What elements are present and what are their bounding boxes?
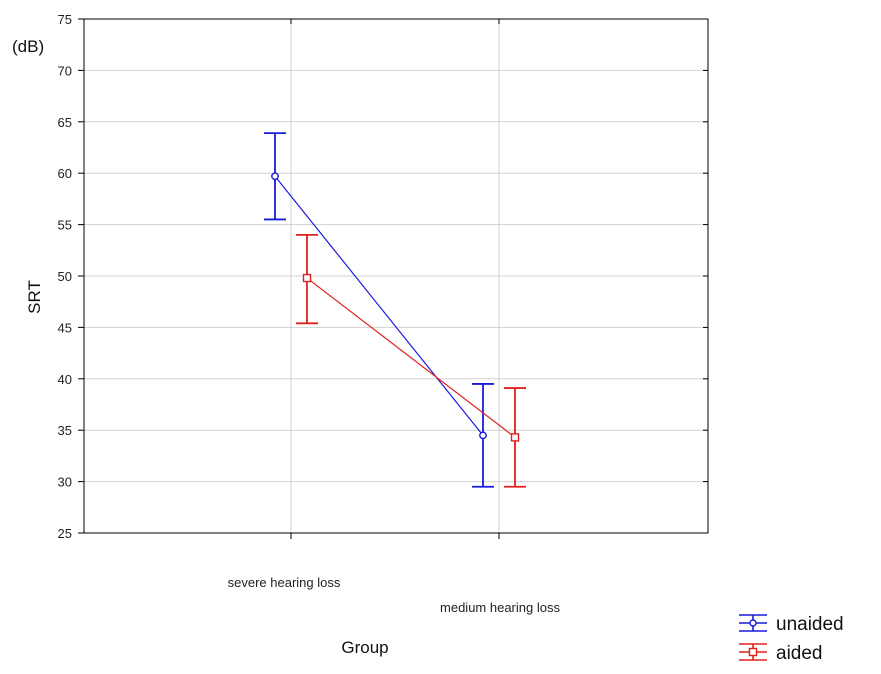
y-tick-label: 30 xyxy=(58,475,72,490)
x-category-label: severe hearing loss xyxy=(228,575,341,590)
grid xyxy=(84,19,708,533)
y-tick-label: 45 xyxy=(58,320,72,335)
legend-label-aided: aided xyxy=(776,643,823,664)
y-tick-label: 40 xyxy=(58,372,72,387)
x-axis-title: Group xyxy=(341,638,388,657)
data-point-aided xyxy=(510,433,520,442)
y-tick-label: 60 xyxy=(58,166,72,181)
y-axis: 25 30 35 40 45 50 55 60 65 70 75 xyxy=(58,12,708,541)
data-point-aided xyxy=(302,273,312,283)
series-line-aided xyxy=(306,277,516,438)
x-axis: severe hearing loss medium hearing loss xyxy=(228,19,560,615)
series-line-unaided xyxy=(274,175,484,436)
series xyxy=(264,132,526,488)
y-unit-label: (dB) xyxy=(12,37,44,56)
legend: unaided aided xyxy=(739,614,844,664)
y-tick-label: 65 xyxy=(58,115,72,130)
y-tick-label: 70 xyxy=(58,63,72,78)
y-tick-label: 50 xyxy=(58,269,72,284)
data-point-unaided xyxy=(271,172,279,181)
y-tick-label: 55 xyxy=(58,218,72,233)
x-category-label: medium hearing loss xyxy=(440,600,560,615)
y-tick-label: 75 xyxy=(58,12,72,27)
y-axis-title: SRT xyxy=(25,280,44,314)
data-point-unaided xyxy=(479,431,487,440)
y-tick-label: 35 xyxy=(58,423,72,438)
y-tick-label: 25 xyxy=(58,526,72,541)
legend-marker-aided xyxy=(748,647,758,657)
legend-label-unaided: unaided xyxy=(776,614,844,635)
legend-marker-unaided xyxy=(749,619,757,627)
